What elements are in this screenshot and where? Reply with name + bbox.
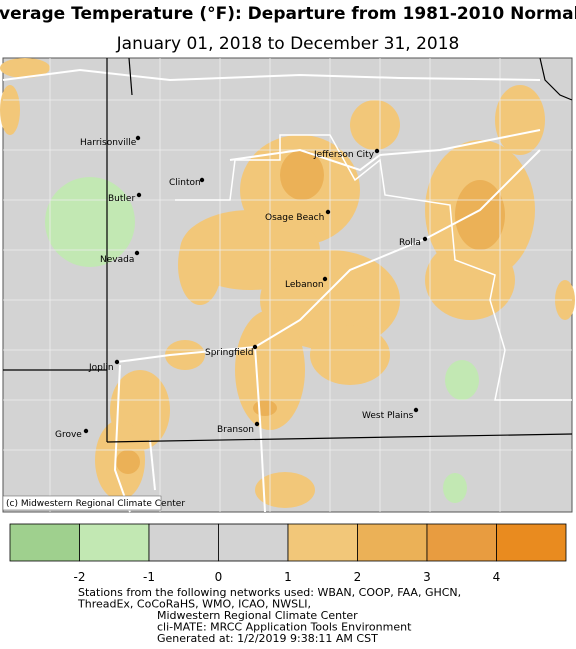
city-label: Branson — [217, 425, 254, 435]
city-dot — [136, 192, 142, 198]
region-borders — [175, 134, 572, 401]
cool-areas — [45, 177, 479, 503]
legend-tick-label: 2 — [354, 570, 362, 584]
city-label: Lebanon — [285, 280, 324, 290]
footer-line: Midwestern Regional Climate Center — [157, 609, 358, 622]
city-dot — [413, 407, 419, 413]
legend-tick-label: 0 — [215, 570, 223, 584]
city-dot — [134, 250, 140, 256]
legend-tick-label: 3 — [423, 570, 431, 584]
city-dot — [254, 421, 260, 427]
city-label: Grove — [55, 430, 82, 440]
city-label: Osage Beach — [265, 213, 324, 223]
footer-line: Stations from the following networks use… — [78, 586, 461, 599]
county-lines — [3, 58, 572, 512]
legend-swatch — [9, 523, 80, 562]
city-label: Joplin — [88, 363, 114, 373]
cities: Harrisonville Jefferson City Clinton Butler… — [55, 135, 428, 440]
credit: (c) Midwestern Regional Climate Center — [6, 499, 185, 509]
city-label: Jefferson City — [313, 150, 375, 160]
city-dot — [252, 344, 258, 350]
footer-line: ThreadEx, CoCoRaHS, WMO, ICAO, NWSLI, — [77, 598, 311, 611]
city-label: Clinton — [169, 178, 201, 188]
city-label: West Plains — [362, 411, 414, 421]
legend-tick-label: -2 — [74, 570, 86, 584]
city-label: Harrisonville — [80, 138, 137, 148]
legend-swatch — [79, 523, 150, 562]
legend-tick-label: 1 — [284, 570, 292, 584]
subtitle: January 01, 2018 to December 31, 2018 — [116, 34, 460, 54]
city-dot — [422, 236, 428, 242]
city-dot — [374, 148, 380, 154]
city-dot — [322, 276, 328, 282]
legend-swatch — [148, 523, 219, 562]
legend-swatch — [426, 523, 497, 562]
city-dot — [83, 428, 89, 434]
city-label: Springfield — [205, 348, 253, 358]
state-borders — [3, 57, 573, 443]
map: Harrisonville Jefferson City Clinton Butler… — [0, 57, 575, 513]
credit-box — [2, 495, 162, 511]
city-label: Rolla — [399, 238, 421, 248]
city-dot — [325, 209, 331, 215]
legend-swatch — [218, 523, 289, 562]
city-dot — [199, 177, 205, 183]
legend: -2 -1 0 1 2 3 4 — [9, 523, 567, 584]
footer-line: cli-MATE: MRCC Application Tools Environ… — [157, 621, 412, 634]
legend-swatch — [287, 523, 358, 562]
footer-line: Generated at: 1/2/2019 9:38:11 AM CST — [157, 632, 378, 645]
city-dot — [114, 359, 120, 365]
legend-swatch — [496, 523, 567, 562]
legend-tick-label: 4 — [493, 570, 501, 584]
city-dot — [135, 135, 141, 141]
title: Average Temperature (°F): Departure from… — [0, 4, 576, 24]
legend-tick-label: -1 — [143, 570, 155, 584]
city-label: Nevada — [100, 255, 134, 265]
highways — [2, 68, 541, 513]
footer: Stations from the following networks use… — [77, 586, 461, 645]
legend-swatch — [357, 523, 428, 562]
city-label: Butler — [108, 194, 135, 204]
